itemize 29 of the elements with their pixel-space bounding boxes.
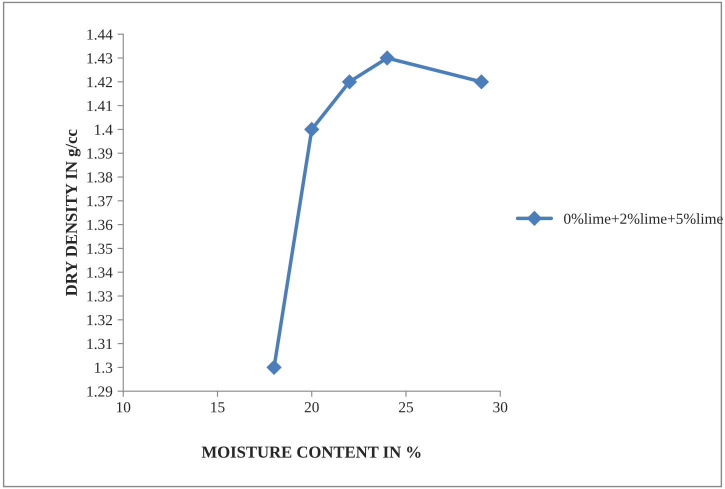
point xyxy=(304,122,320,137)
y-tick-label: 1.34 xyxy=(87,267,113,278)
x-tick-label: 30 xyxy=(493,402,508,412)
x-tick-label: 15 xyxy=(211,402,225,412)
y-tick-label: 1.3 xyxy=(95,362,112,373)
y-tick-label: 1.32 xyxy=(87,314,112,326)
x-tick-label: 25 xyxy=(399,402,414,412)
legend-label: 0%lime+2%lime+5%lime xyxy=(564,213,723,224)
y-tick-label: 1.44 xyxy=(87,29,113,40)
y-tick-label: 1.39 xyxy=(87,148,112,159)
point xyxy=(380,50,395,66)
y-tick-label: 1.31 xyxy=(87,338,112,350)
y-tick-label: 1.38 xyxy=(87,172,112,183)
y-tick-label: 1.29 xyxy=(87,386,112,397)
point xyxy=(266,360,282,375)
x-tick-label: 20 xyxy=(304,402,319,412)
y-tick-label: 1.42 xyxy=(87,77,112,88)
point xyxy=(342,74,357,90)
point xyxy=(474,74,489,90)
y-tick-label: 1.4 xyxy=(95,124,113,135)
y-tick-label: 1.41 xyxy=(87,100,112,112)
y-tick-label: 1.33 xyxy=(87,291,112,302)
x-tick-label: 10 xyxy=(116,402,130,412)
y-tick-label: 1.43 xyxy=(87,53,112,64)
x-axis-title: MOISTURE CONTENT IN % xyxy=(202,446,420,458)
y-axis-title: DRY DENSITY IN g/cc xyxy=(66,130,81,296)
y-tick-label: 1.35 xyxy=(87,244,112,254)
y-tick-label: 1.36 xyxy=(87,220,112,230)
y-tick-label: 1.37 xyxy=(87,196,112,206)
